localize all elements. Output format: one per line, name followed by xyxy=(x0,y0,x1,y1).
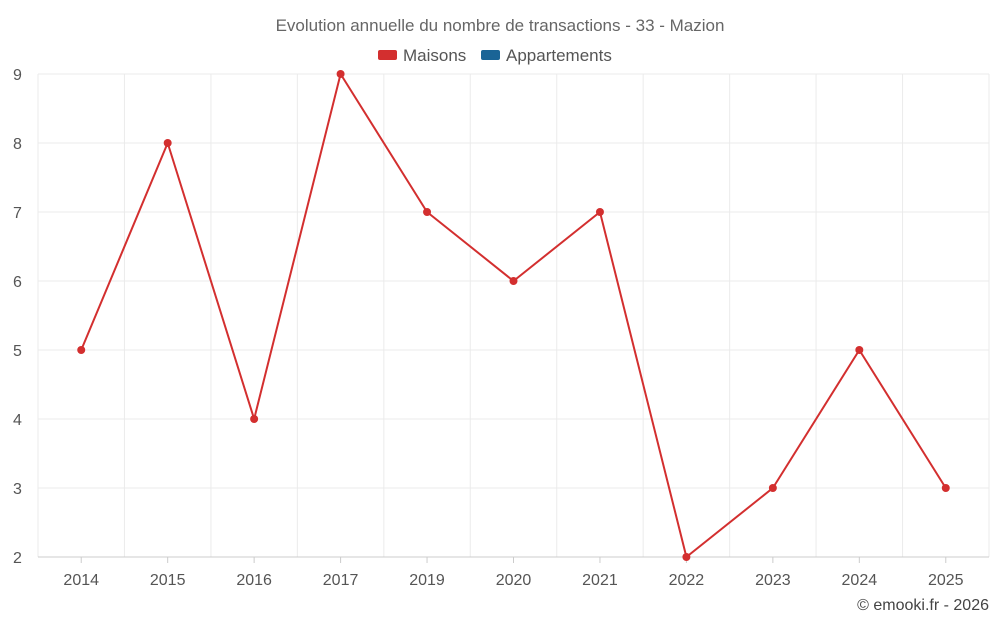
x-tick-label: 2022 xyxy=(669,572,705,589)
y-tick-label: 8 xyxy=(13,136,22,153)
data-point-2019[interactable] xyxy=(423,208,432,216)
legend-item-appartements[interactable]: Appartements xyxy=(481,46,612,65)
y-tick-label: 6 xyxy=(13,274,22,291)
legend-swatch-appartements xyxy=(481,50,500,60)
x-tick-label: 2015 xyxy=(150,572,186,589)
x-axis: 2014 2015 2016 2017 2019 2020 2021 2022 2023 2024… xyxy=(38,556,989,589)
x-tick-label: 2021 xyxy=(582,572,618,589)
y-tick-label: 7 xyxy=(13,205,22,222)
x-tick-label: 2016 xyxy=(236,572,272,589)
legend-label-maisons: Maisons xyxy=(403,46,466,65)
y-tick-label: 2 xyxy=(13,550,22,567)
data-point-2014[interactable] xyxy=(77,346,86,354)
grid xyxy=(37,73,990,557)
series-maisons xyxy=(77,70,950,561)
x-tick-label: 2020 xyxy=(496,572,532,589)
chart-title: Evolution annuelle du nombre de transact… xyxy=(276,16,725,35)
y-tick-label: 9 xyxy=(13,67,22,84)
data-point-2023[interactable] xyxy=(768,484,777,492)
y-tick-label: 3 xyxy=(13,481,22,498)
data-point-2015[interactable] xyxy=(163,139,172,147)
x-tick-label: 2019 xyxy=(409,572,445,589)
data-point-2024[interactable] xyxy=(855,346,864,354)
data-point-2016[interactable] xyxy=(250,415,259,423)
legend-label-appartements: Appartements xyxy=(506,46,612,65)
x-tick-label: 2017 xyxy=(323,572,359,589)
legend-item-maisons[interactable]: Maisons xyxy=(378,46,466,65)
data-point-2020[interactable] xyxy=(509,277,518,285)
x-tick-label: 2024 xyxy=(842,572,878,589)
y-tick-label: 4 xyxy=(13,412,22,429)
y-tick-label: 5 xyxy=(13,343,22,360)
x-tick-label: 2023 xyxy=(755,572,791,589)
x-tick-label: 2014 xyxy=(63,572,99,589)
legend-swatch-maisons xyxy=(378,50,397,60)
data-point-2022[interactable] xyxy=(682,553,691,561)
data-point-2025[interactable] xyxy=(941,484,950,492)
y-axis: 2 3 4 5 6 7 8 9 xyxy=(13,67,22,567)
credit-text: © emooki.fr - 2026 xyxy=(857,597,989,614)
x-tick-label: 2025 xyxy=(928,572,964,589)
data-point-2017[interactable] xyxy=(336,70,345,78)
data-point-2021[interactable] xyxy=(595,208,604,216)
legend: Maisons Appartements xyxy=(378,46,612,65)
